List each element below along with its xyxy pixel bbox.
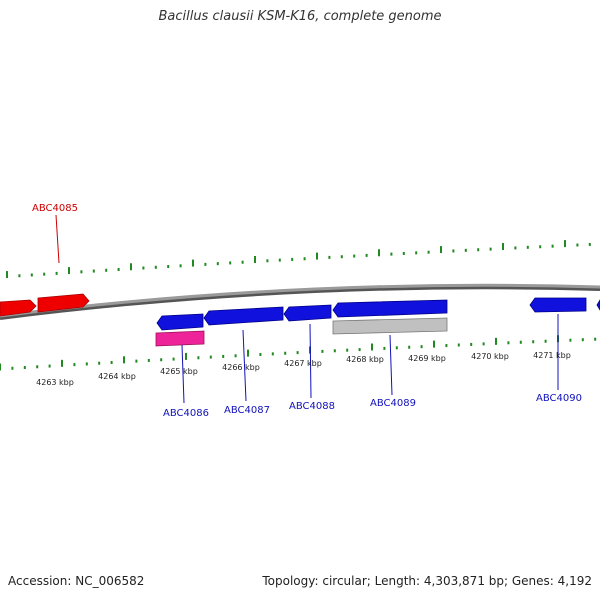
gene-label-leader: [242, 329, 247, 402]
gene-label-abc4089[interactable]: ABC4089: [370, 398, 416, 409]
gene-arrow-abc4085[interactable]: [37, 293, 90, 313]
ruler-label: 4263 kbp: [36, 378, 74, 387]
accession-text: Accession: NC_006582: [8, 574, 145, 588]
gene-label-leader: [309, 323, 312, 399]
gene-label-leader: [389, 334, 393, 396]
topology-summary: Topology: circular; Length: 4,303,871 bp…: [262, 574, 592, 588]
ruler-label: 4265 kbp: [160, 367, 198, 376]
gene-label-abc4090[interactable]: ABC4090: [536, 393, 582, 404]
gene-label-abc4087[interactable]: ABC4087: [224, 405, 270, 416]
gene-arrow[interactable]: [0, 299, 37, 317]
ruler-label: 4264 kbp: [98, 372, 136, 381]
ruler-label: 4268 kbp: [346, 355, 384, 364]
gene-arrow-abc4086[interactable]: [156, 313, 204, 331]
ruler-label: 4267 kbp: [284, 359, 322, 368]
gene-arrow-abc4089[interactable]: [332, 299, 448, 318]
map-title: Bacillus clausii KSM-K16, complete genom…: [158, 9, 442, 24]
outer-tick-track: [6, 240, 591, 279]
ruler-label: 4271 kbp: [533, 351, 571, 360]
ruler-label: 4270 kbp: [471, 352, 509, 361]
gene-arrow-abc4090[interactable]: [529, 297, 587, 313]
gene-arrow[interactable]: [596, 299, 600, 311]
backbone-arc-shadow: [0, 285, 600, 320]
gene-label-leader: [181, 344, 185, 404]
gene-arrow-abc4088[interactable]: [283, 304, 332, 322]
pink-feature[interactable]: [155, 330, 205, 347]
gene-label-abc4088[interactable]: ABC4088: [289, 401, 335, 412]
gene-label-abc4085[interactable]: ABC4085: [32, 203, 78, 214]
gray-feature[interactable]: [332, 317, 448, 335]
ruler-label: 4266 kbp: [222, 363, 260, 372]
gene-arrow-abc4087[interactable]: [203, 306, 284, 326]
gene-label-leader: [55, 214, 60, 264]
ruler-label: 4269 kbp: [408, 354, 446, 363]
gene-label-abc4086[interactable]: ABC4086: [163, 408, 209, 419]
